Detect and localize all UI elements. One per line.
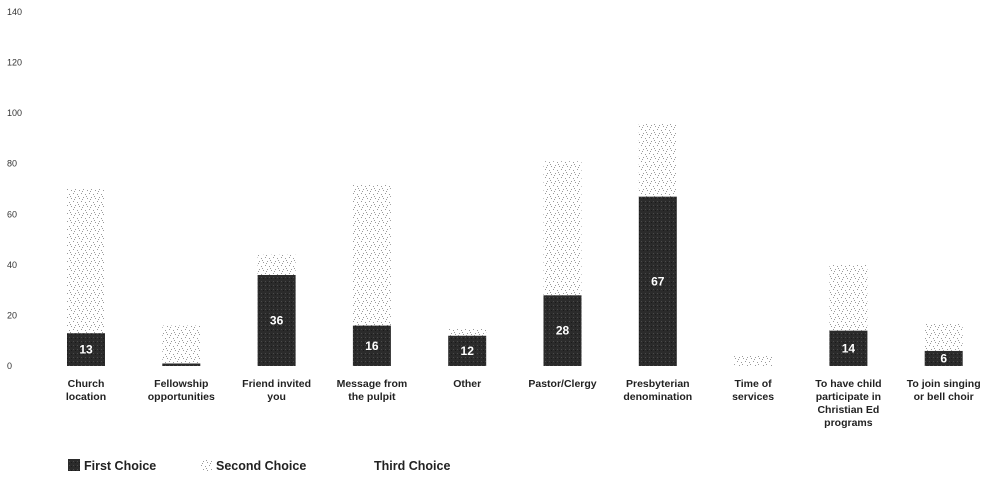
bar-second-choice (638, 123, 677, 197)
data-label: 14 (842, 341, 856, 355)
bar-second-choice (448, 328, 487, 336)
bars (67, 123, 963, 366)
bar-first-choice (257, 274, 296, 366)
y-tick-label: 120 (7, 58, 22, 68)
category-label: Presbyterian denomination (623, 378, 692, 403)
bar-second-choice (543, 161, 582, 296)
data-label: 12 (461, 344, 475, 358)
data-label: 36 (270, 313, 284, 327)
y-tick-label: 80 (7, 159, 17, 169)
data-label: 6 (940, 351, 947, 365)
bar-first-choice (829, 330, 868, 366)
y-tick-label: 140 (7, 7, 22, 17)
data-label: 13 (79, 343, 93, 357)
category-label: To join singing or bell choir (907, 378, 981, 403)
legend-swatch (68, 459, 80, 471)
category-label: Time of services (732, 378, 774, 403)
bar-first-choice (162, 363, 201, 366)
bar-first-choice (543, 295, 582, 366)
category-label: To have child participate in Christian Ed p… (815, 378, 881, 429)
bar-second-choice (257, 254, 296, 275)
category-label: Fellowship opportunities (148, 378, 215, 403)
bar-second-choice (352, 183, 391, 326)
y-tick-label: 20 (7, 310, 17, 320)
bar-second-choice (67, 189, 105, 334)
bar-first-choice (67, 333, 105, 366)
category-label: Friend invited you (242, 378, 311, 403)
y-tick-label: 40 (7, 260, 17, 270)
category-label: Other (453, 378, 481, 390)
data-label: 28 (556, 324, 570, 338)
y-tick-label: 0 (7, 361, 12, 371)
bar-second-choice (829, 264, 868, 331)
category-labels: Church location Fellowship opportunities Fri… (66, 378, 981, 429)
bar-first-choice (352, 325, 391, 366)
category-label: Church location (66, 378, 106, 403)
legend-swatch (200, 459, 212, 471)
y-axis-ticks: 0 20 40 60 80 100 120 140 (7, 7, 22, 371)
y-tick-label: 100 (7, 108, 22, 118)
bar-second-choice (734, 355, 773, 366)
bar-first-choice (924, 350, 963, 366)
y-tick-label: 60 (7, 209, 17, 219)
data-labels: 13 36 16 12 28 67 14 6 (79, 274, 947, 365)
legend-label: First Choice (84, 459, 156, 473)
data-label: 16 (365, 339, 379, 353)
legend: First Choice Second Choice Third Choice (68, 459, 450, 473)
bar-first-choice (448, 335, 487, 366)
bar-second-choice (924, 323, 963, 351)
data-label: 67 (651, 274, 665, 288)
bar-second-choice (162, 325, 201, 364)
category-label: Message from the pulpit (337, 378, 408, 403)
legend-label: Second Choice (216, 459, 306, 473)
legend-label: Third Choice (374, 459, 450, 473)
bar-first-choice (638, 196, 677, 366)
category-label: Pastor/Clergy (528, 378, 596, 390)
